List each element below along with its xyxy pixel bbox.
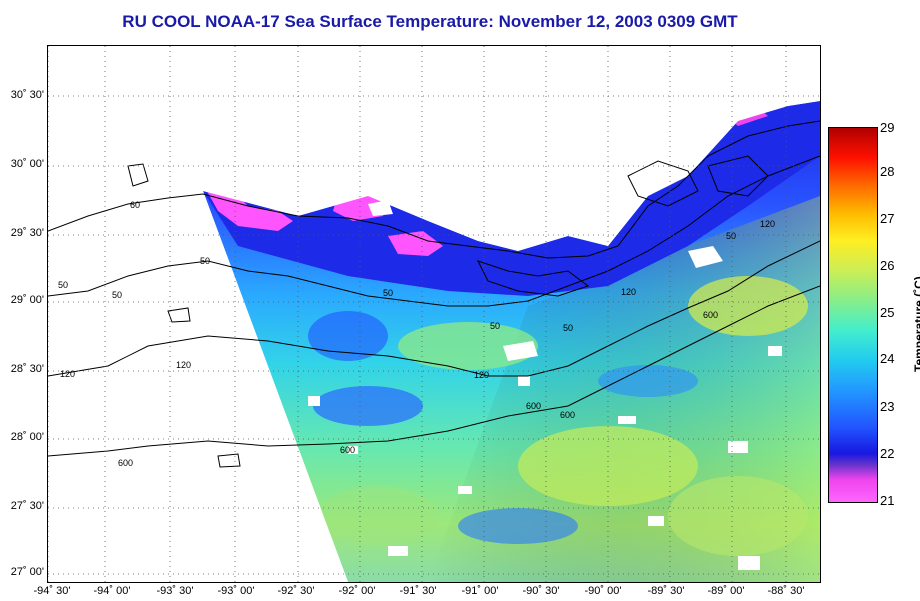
lat-label: 27˚ 00' (10, 566, 44, 578)
cool-patch (458, 508, 578, 544)
island-contour (167, 307, 191, 323)
contour-label: 600 (560, 410, 575, 420)
lon-label: -94˚ 00' (93, 585, 131, 597)
cloud-patch (738, 556, 760, 570)
cloud-patch (728, 441, 748, 453)
lat-label: 30˚ 30' (10, 89, 44, 101)
cloud-patch (648, 516, 664, 526)
colorbar-tick: 27 (880, 211, 895, 226)
warm-patch (318, 486, 438, 546)
colorbar-tick: 25 (880, 305, 895, 320)
cloud-patch (348, 446, 358, 454)
colorbar-tick: 21 (880, 493, 895, 508)
contour-label: 50 (200, 256, 210, 266)
lon-label: -88˚ 30' (767, 585, 805, 597)
contour-label: 600 (526, 401, 541, 411)
cloud-patch (503, 341, 538, 361)
delta-contour (707, 155, 769, 197)
contour-label: 50 (726, 231, 736, 241)
sst-map-canvas: 60 50 50 50 120 50 50 120 120 600 50 120… (48, 46, 820, 582)
contour-label: 600 (118, 458, 133, 468)
cool-patch (308, 311, 388, 361)
magenta-patch (388, 231, 443, 256)
map-title: RU COOL NOAA-17 Sea Surface Temperature:… (122, 12, 738, 31)
contour-label: 50 (58, 280, 68, 290)
cloud-patch (688, 246, 723, 268)
lat-label: 28˚ 00' (10, 431, 44, 443)
island-contour (217, 453, 241, 468)
lat-label: 27˚ 30' (10, 500, 44, 512)
cloud-patch (768, 346, 782, 356)
contour-label: 50 (112, 290, 122, 300)
warm-patch (398, 322, 538, 370)
colorbar-tick: 24 (880, 351, 895, 366)
colorbar-tick: 22 (880, 446, 895, 461)
island-contour (127, 163, 149, 187)
cloud-patch (518, 376, 530, 386)
contour-120 (48, 240, 820, 377)
lon-label: -91˚ 00' (461, 585, 499, 597)
cloud-patch (618, 416, 636, 424)
contour-label: 120 (60, 369, 75, 379)
colorbar-label: Temperature (˚C) (912, 276, 920, 372)
contour-600 (48, 285, 820, 457)
delta-contour (627, 160, 699, 207)
graticule (48, 46, 820, 582)
contour-label: 50 (490, 321, 500, 331)
lon-label: -93˚ 30' (156, 585, 194, 597)
contour-label: 120 (176, 360, 191, 370)
contour-50 (48, 155, 820, 307)
contour-label: 50 (383, 288, 393, 298)
lat-label: 28˚ 30' (10, 363, 44, 375)
colorbar-tick: 26 (880, 258, 895, 273)
cloud-patch (388, 546, 408, 556)
contour-label: 120 (474, 370, 489, 380)
sst-map: 60 50 50 50 120 50 50 120 120 600 50 120… (47, 45, 821, 583)
warm-patch (668, 476, 808, 556)
contour-label: 120 (621, 287, 636, 297)
lon-label: -89˚ 00' (707, 585, 745, 597)
lon-label: -90˚ 30' (522, 585, 560, 597)
colorbar-tick: 28 (880, 164, 895, 179)
contour-label: 50 (563, 323, 573, 333)
cool-patch (313, 386, 423, 426)
cloud-patch (308, 396, 320, 406)
lon-label: -93˚ 00' (217, 585, 255, 597)
contour-label: 600 (703, 310, 718, 320)
contour-label: 120 (760, 219, 775, 229)
lat-label: 29˚ 30' (10, 227, 44, 239)
lat-label: 30˚ 00' (10, 158, 44, 170)
colorbar-tick: 29 (880, 120, 895, 135)
contour-label: 60 (130, 200, 140, 210)
temperature-colorbar (828, 127, 878, 503)
land-mask (48, 46, 820, 582)
colorbar-tick: 23 (880, 399, 895, 414)
lon-label: -92˚ 30' (277, 585, 315, 597)
lon-label: -94˚ 30' (33, 585, 71, 597)
cold-coastal-band (203, 101, 820, 296)
lon-label: -92˚ 00' (338, 585, 376, 597)
delta-contour (477, 260, 590, 297)
cool-patch (598, 365, 698, 397)
cloud-patch (368, 200, 393, 216)
warm-patch (688, 276, 808, 336)
lat-label: 29˚ 00' (10, 294, 44, 306)
lon-label: -91˚ 30' (399, 585, 437, 597)
lon-label: -89˚ 30' (647, 585, 685, 597)
lon-label: -90˚ 00' (584, 585, 622, 597)
cloud-patch (458, 486, 472, 494)
contour-label: 600 (340, 445, 355, 455)
